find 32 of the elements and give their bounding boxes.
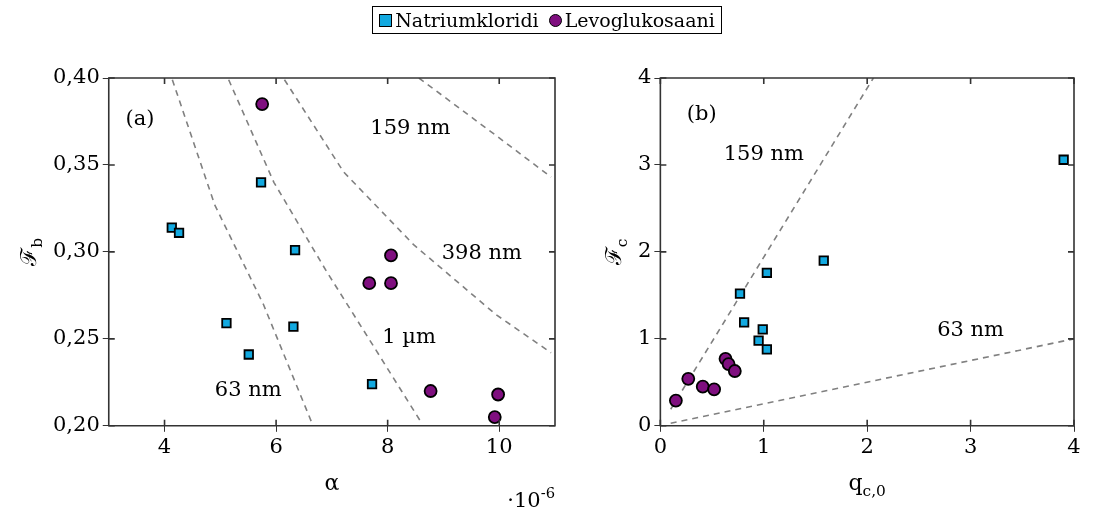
y-axis-title: ℱc [600,238,631,267]
annotation: 159 nm [370,114,451,139]
y-tick-label: 4 [637,64,652,89]
x-tick-label: 6 [269,433,283,458]
y-tick-label: 0,35 [52,151,100,176]
x-tick-label: 10 [485,433,513,458]
y-tick-label: 2 [637,238,652,263]
legend-label: Levoglukosaani [564,9,715,31]
annotation: 1 µm [382,323,436,348]
y-tick-label: 0,40 [52,64,100,89]
x-tick-label: 2 [860,433,874,458]
x-tick-label: 4 [157,433,172,458]
annotation: (a) [125,106,155,131]
y-tick-label: 3 [637,151,652,176]
y-axis-title: ℱb [15,237,46,267]
x-tick-label: 1 [757,433,771,458]
x-tick-label: 8 [380,433,395,458]
y-tick-label: 0 [637,412,652,437]
annotation: 63 nm [937,317,1005,342]
legend-label: Natriumkloridi [395,9,539,31]
y-tick-label: 0,30 [52,238,100,263]
y-tick-label: 1 [637,325,652,350]
x-tick-label: 0 [653,433,668,458]
x-tick-label: 3 [963,433,978,458]
y-tick-label: 0,25 [52,325,100,350]
annotation: 63 nm [214,377,282,402]
annotation: 398 nm [441,240,522,265]
annotation: (b) [686,100,717,125]
x-tick-label: 4 [1067,433,1081,458]
x-axis-title: α [324,469,340,495]
annotation: 159 nm [723,140,804,165]
y-tick-label: 0,20 [52,412,100,437]
